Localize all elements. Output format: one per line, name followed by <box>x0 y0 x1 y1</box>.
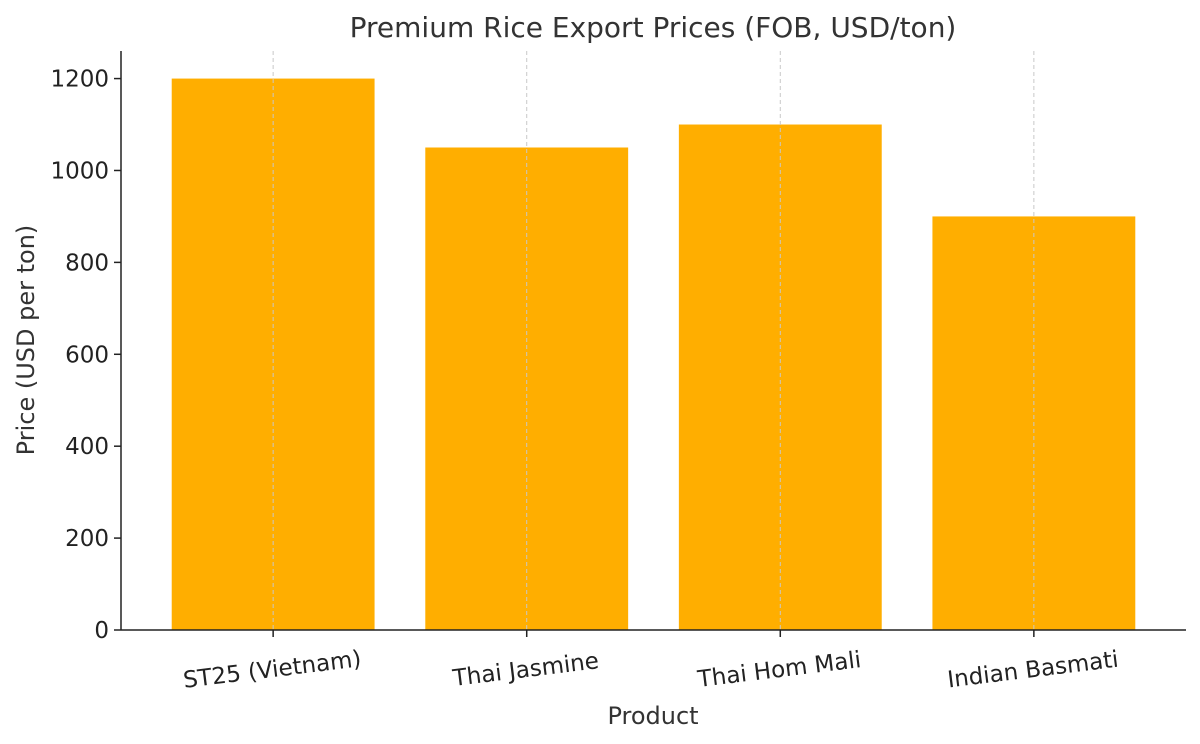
y-tick-label: 400 <box>65 434 109 460</box>
plot-area: 0 200 400 600 800 1000 1200 ST25 (Vietnam) Thai … <box>50 51 1186 694</box>
x-tick-label: Indian Basmati <box>946 647 1120 694</box>
y-axis-label: Price (USD per ton) <box>12 225 40 456</box>
y-tick-label: 1200 <box>50 67 109 93</box>
y-tick-label: 200 <box>65 526 109 552</box>
x-tick-label: Thai Jasmine <box>450 648 600 692</box>
y-tick-label: 600 <box>65 342 109 368</box>
chart-title: Premium Rice Export Prices (FOB, USD/ton… <box>350 11 957 44</box>
x-tick-label: Thai Hom Mali <box>695 647 862 693</box>
y-tick-label: 800 <box>65 250 109 276</box>
y-tick-label: 1000 <box>50 158 109 184</box>
y-tick-label: 0 <box>94 618 109 644</box>
x-axis-label: Product <box>607 702 698 730</box>
x-tick-label: ST25 (Vietnam) <box>182 646 363 694</box>
